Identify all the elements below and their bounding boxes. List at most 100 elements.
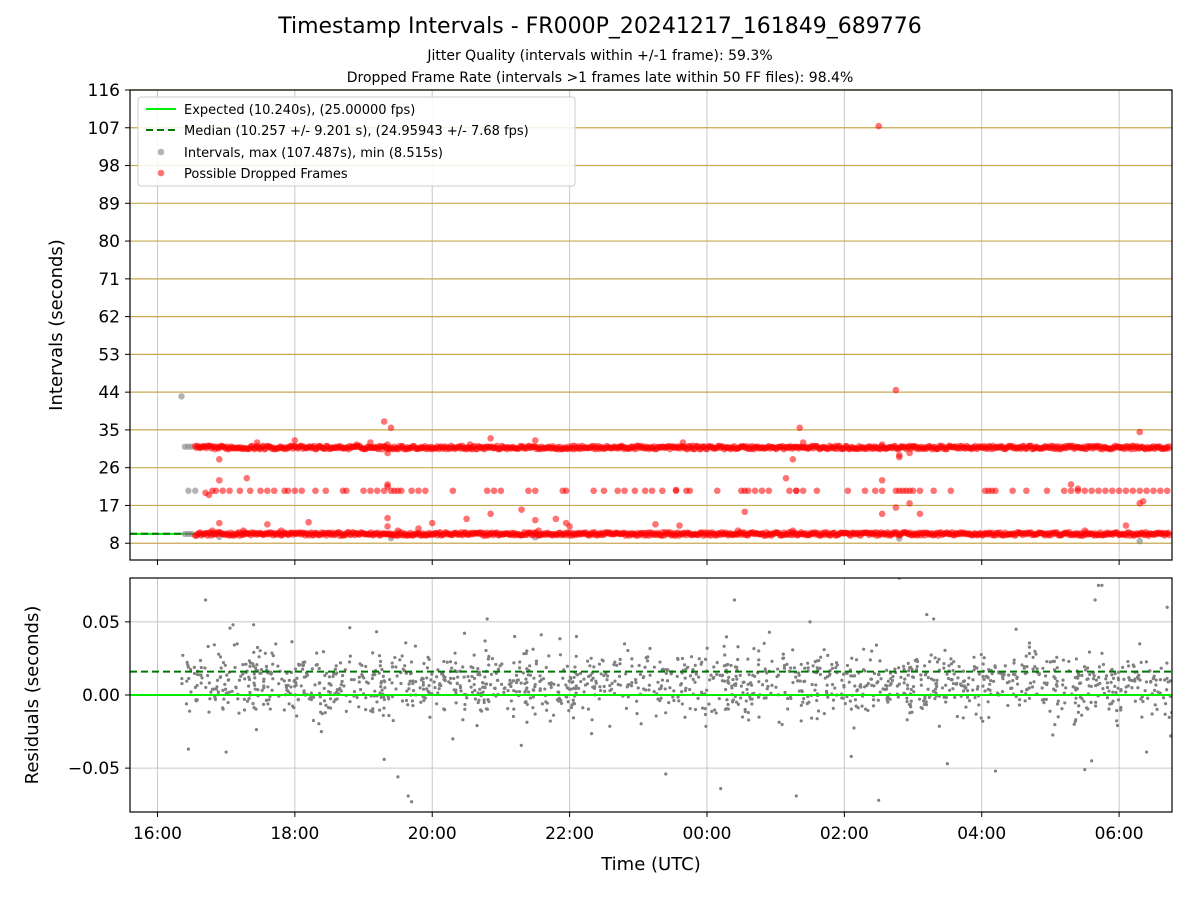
residual-point [1080, 673, 1084, 678]
dropped-frame-point [1081, 487, 1089, 495]
residual-point [500, 662, 504, 666]
residuals-panel: 0.05 0.00 −0.05 16:00 18:00 20:00 22:00 00:00 02… [22, 577, 1173, 875]
residual-point [519, 743, 523, 747]
residual-point [987, 715, 991, 720]
residual-point [1012, 658, 1016, 662]
dropped-frame-point [796, 424, 804, 432]
dropped-frame-point [1157, 487, 1164, 495]
dropped-frame-point [428, 519, 436, 527]
residual-point [919, 677, 923, 682]
residual-point [922, 699, 926, 703]
residual-point [483, 639, 487, 643]
residual-point [448, 681, 453, 685]
residual-point [1126, 664, 1131, 668]
residual-point [531, 695, 535, 699]
residual-point [1054, 683, 1059, 687]
residual-point [212, 643, 216, 647]
residual-point [1110, 673, 1114, 677]
residual-point [841, 696, 845, 700]
residual-point [709, 673, 713, 677]
dropped-frame-point [1095, 487, 1102, 495]
residual-point [605, 678, 609, 682]
residual-point [896, 695, 900, 699]
residual-point [380, 667, 384, 672]
residual-point [608, 724, 612, 728]
residual-point [217, 652, 221, 656]
residual-point [757, 680, 761, 684]
residual-point [872, 698, 876, 702]
residual-point [262, 686, 266, 690]
residual-point [208, 697, 212, 701]
y-tick-label: 17 [98, 496, 120, 516]
y-tick-label: −0.05 [68, 759, 120, 779]
residual-point [317, 722, 321, 726]
residual-point [648, 673, 652, 677]
dropped-frame-point [1043, 487, 1051, 495]
residual-point [1130, 678, 1134, 683]
dropped-frame-point [648, 487, 656, 495]
y-tick-label: 26 [98, 459, 120, 479]
x-tick-label: 16:00 [133, 824, 182, 844]
residual-point [639, 722, 643, 726]
residual-point [902, 681, 906, 685]
residual-point [317, 681, 321, 685]
residual-point [1100, 651, 1104, 655]
residual-point [699, 690, 704, 694]
residual-point [543, 687, 547, 691]
residual-point [657, 687, 662, 691]
residual-point [667, 700, 671, 705]
residual-point [407, 687, 411, 691]
dropped-frame-point [1067, 481, 1075, 488]
residual-point [704, 724, 708, 728]
residual-point [318, 702, 323, 706]
residual-point [961, 669, 966, 673]
residual-point [486, 657, 490, 661]
residual-point [335, 687, 339, 692]
residual-point [693, 707, 698, 712]
residual-point [597, 662, 602, 666]
residual-point [448, 660, 453, 664]
dropped-frame-point [305, 518, 312, 526]
residual-point [799, 719, 803, 723]
residual-point [549, 685, 553, 690]
residual-point [408, 679, 412, 683]
residual-point [454, 701, 458, 705]
residual-point [1055, 666, 1059, 670]
residual-point [995, 691, 1000, 695]
residual-point [885, 697, 889, 702]
residual-point [622, 642, 627, 646]
y-tick-label: 62 [98, 308, 120, 328]
dropped-frame-point [789, 527, 797, 534]
residual-point [843, 701, 847, 706]
residual-point [377, 654, 382, 658]
residual-point [719, 787, 723, 791]
dropped-frame-point [215, 455, 223, 463]
residual-point [577, 686, 581, 690]
y-tick-label: 0.05 [82, 613, 120, 633]
residual-point [551, 713, 556, 717]
residual-point [333, 697, 338, 702]
dropped-frame-point [799, 439, 807, 446]
residual-point [854, 704, 858, 708]
residual-point [853, 684, 857, 688]
residual-point [919, 683, 923, 687]
residual-point [886, 679, 890, 683]
residual-point [1163, 712, 1167, 716]
residual-point [943, 648, 947, 652]
residual-point [1150, 712, 1154, 716]
residual-point [605, 674, 610, 678]
residual-point [707, 702, 711, 706]
residual-point [669, 672, 673, 676]
residual-point [1107, 689, 1111, 693]
residual-point [411, 681, 415, 686]
residual-point [735, 677, 739, 681]
residual-point [961, 689, 966, 693]
residual-point [586, 707, 591, 711]
residual-point [741, 691, 745, 695]
residual-point [567, 709, 571, 713]
residual-point [328, 682, 332, 686]
residual-point [410, 800, 414, 804]
residual-point [381, 674, 385, 679]
residual-point [226, 678, 230, 682]
residual-point [1154, 678, 1158, 682]
